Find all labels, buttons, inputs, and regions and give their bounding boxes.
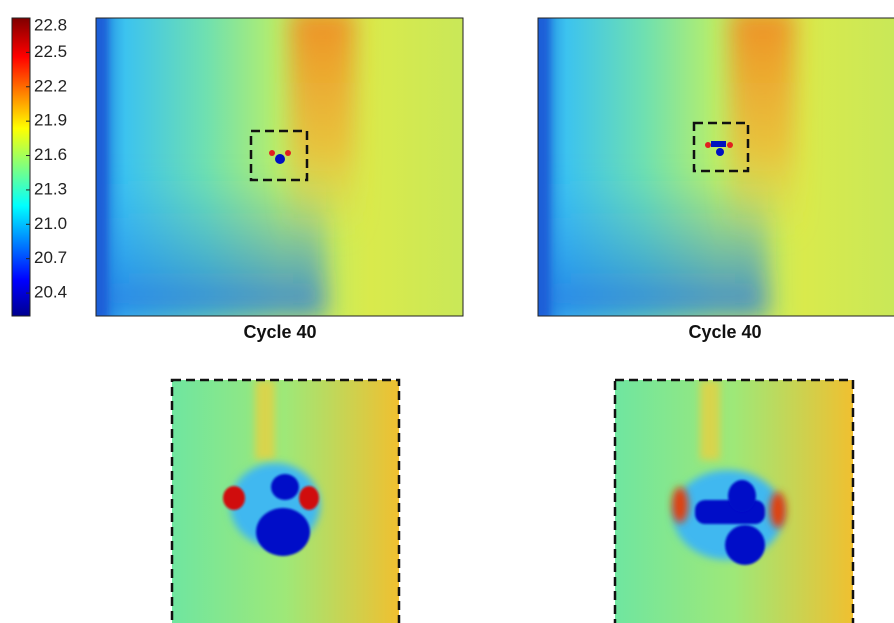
colorbar-tick-label: 21.3 — [34, 179, 67, 198]
roi-box — [692, 121, 750, 173]
colorbar-tick-label: 21.9 — [34, 111, 67, 130]
caption: Cycle 40 — [243, 322, 316, 342]
colorbar-tick-label: 20.7 — [34, 248, 67, 267]
roi-box — [249, 129, 309, 182]
colorbar-tick-label: 21.6 — [34, 145, 67, 164]
colorbar — [11, 17, 31, 317]
thermal-image — [538, 18, 894, 316]
colorbar-tick-label: 22.5 — [34, 42, 67, 61]
zoom-frame — [613, 378, 855, 623]
thermal-image — [96, 18, 463, 316]
colorbar-ticks: 22.8 22.5 22.2 21.9 21.6 21.3 21.0 20.7 20.4 — [26, 15, 67, 302]
colorbar-tick-label: 22.2 — [34, 76, 67, 95]
colorbar-tick-label: 20.4 — [34, 283, 67, 302]
zoom-frame — [170, 378, 401, 623]
zoom-inset — [172, 380, 399, 623]
colorbar-tick-label: 22.8 — [34, 15, 67, 34]
colorbar-tick-label: 21.0 — [34, 214, 67, 233]
image-frame — [95, 17, 464, 317]
zoom-inset — [615, 380, 853, 623]
image-frame — [537, 17, 894, 317]
caption: Cycle 40 — [688, 322, 761, 342]
